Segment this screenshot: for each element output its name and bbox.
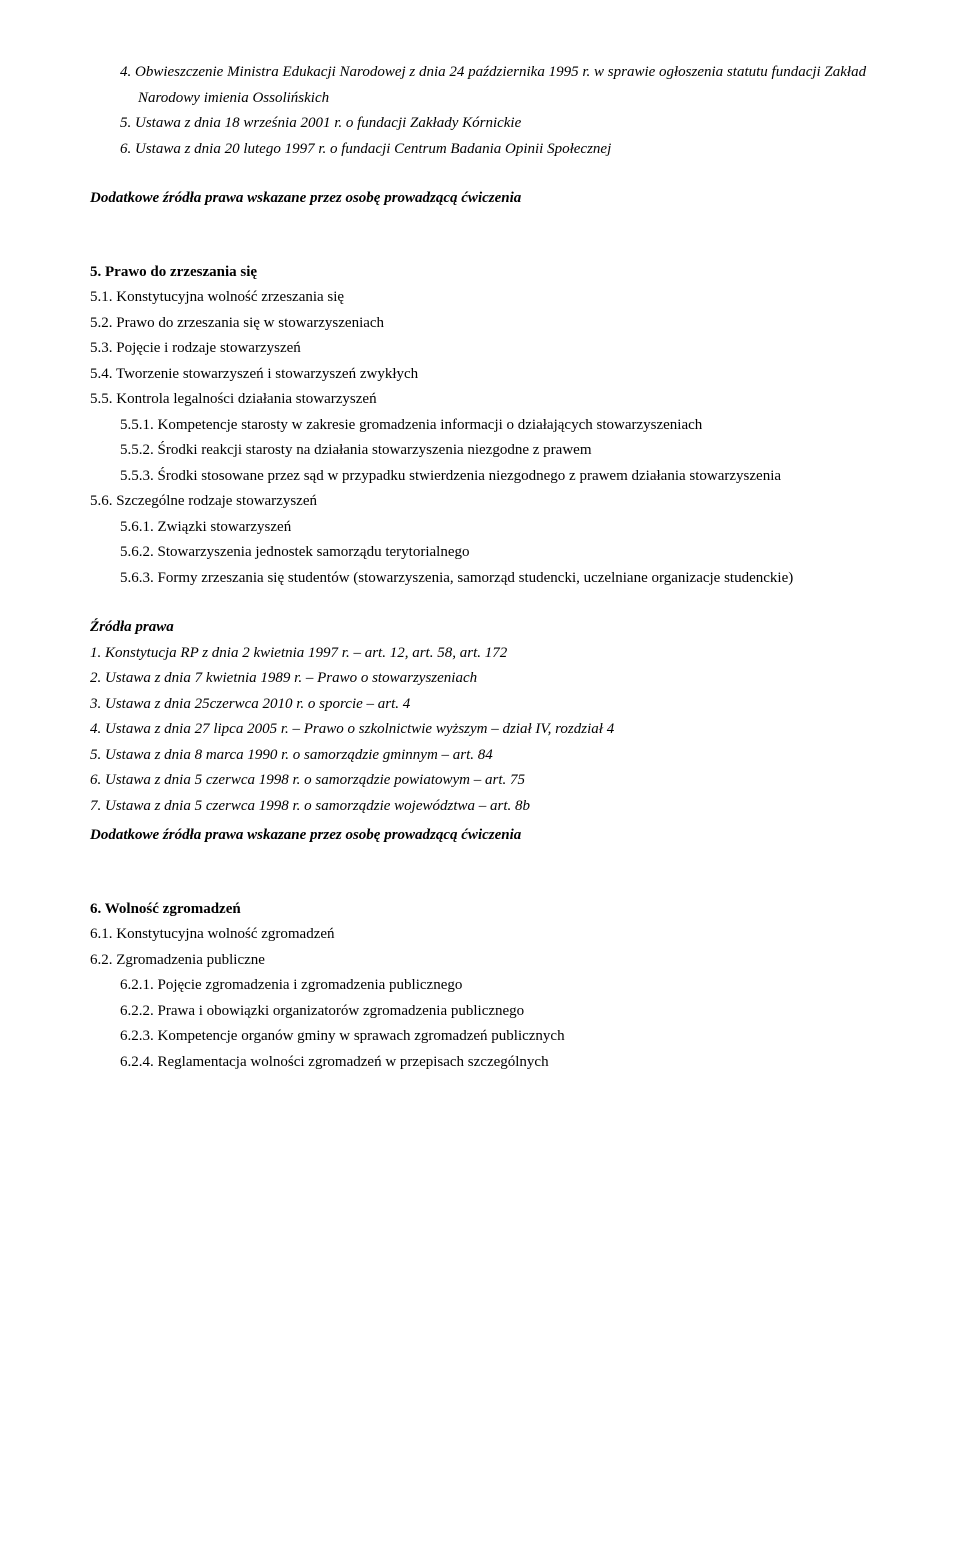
outline-subitem: 5.6.1. Związki stowarzyszeń	[90, 515, 870, 541]
outline-item: 6.1. Konstytucyjna wolność zgromadzeń	[90, 922, 870, 948]
outline-subitem: 5.5.1. Kompetencje starosty w zakresie g…	[90, 413, 870, 439]
additional-sources-heading: Dodatkowe źródła prawa wskazane przez os…	[90, 186, 870, 212]
section-6-title: 6. Wolność zgromadzeń	[90, 897, 870, 923]
outline-item: 5.6. Szczególne rodzaje stowarzyszeń	[90, 489, 870, 515]
source-item: 4. Ustawa z dnia 27 lipca 2005 r. – Praw…	[90, 717, 870, 743]
outline-subitem: 6.2.3. Kompetencje organów gminy w spraw…	[90, 1024, 870, 1050]
outline-subitem: 6.2.2. Prawa i obowiązki organizatorów z…	[90, 999, 870, 1025]
outline-subitem: 6.2.1. Pojęcie zgromadzenia i zgromadzen…	[90, 973, 870, 999]
outline-subitem: 6.2.4. Reglamentacja wolności zgromadzeń…	[90, 1050, 870, 1076]
outline-subitem: 5.6.2. Stowarzyszenia jednostek samorząd…	[90, 540, 870, 566]
outline-subitem: 5.6.3. Formy zrzeszania się studentów (s…	[90, 566, 870, 592]
source-item: 7. Ustawa z dnia 5 czerwca 1998 r. o sam…	[90, 794, 870, 820]
outline-item: 6.2. Zgromadzenia publiczne	[90, 948, 870, 974]
additional-sources-heading-2: Dodatkowe źródła prawa wskazane przez os…	[90, 823, 870, 849]
outline-item: 5.1. Konstytucyjna wolność zrzeszania si…	[90, 285, 870, 311]
outline-item: 5.4. Tworzenie stowarzyszeń i stowarzysz…	[90, 362, 870, 388]
source-item: 5. Ustawa z dnia 8 marca 1990 r. o samor…	[90, 743, 870, 769]
source-item: 2. Ustawa z dnia 7 kwietnia 1989 r. – Pr…	[90, 666, 870, 692]
source-item: 6. Ustawa z dnia 5 czerwca 1998 r. o sam…	[90, 768, 870, 794]
top-source-item: 6. Ustawa z dnia 20 lutego 1997 r. o fun…	[90, 137, 870, 163]
outline-subitem: 5.5.2. Środki reakcji starosty na działa…	[90, 438, 870, 464]
source-item: 3. Ustawa z dnia 25czerwca 2010 r. o spo…	[90, 692, 870, 718]
outline-item: 5.2. Prawo do zrzeszania się w stowarzys…	[90, 311, 870, 337]
section-5-title: 5. Prawo do zrzeszania się	[90, 260, 870, 286]
top-source-item: 4. Obwieszczenie Ministra Edukacji Narod…	[90, 60, 870, 111]
outline-item: 5.3. Pojęcie i rodzaje stowarzyszeń	[90, 336, 870, 362]
sources-heading: Źródła prawa	[90, 615, 870, 641]
source-item: 1. Konstytucja RP z dnia 2 kwietnia 1997…	[90, 641, 870, 667]
outline-item: 5.5. Kontrola legalności działania stowa…	[90, 387, 870, 413]
outline-subitem: 5.5.3. Środki stosowane przez sąd w przy…	[90, 464, 870, 490]
top-source-list: 4. Obwieszczenie Ministra Edukacji Narod…	[90, 60, 870, 162]
top-source-item: 5. Ustawa z dnia 18 września 2001 r. o f…	[90, 111, 870, 137]
